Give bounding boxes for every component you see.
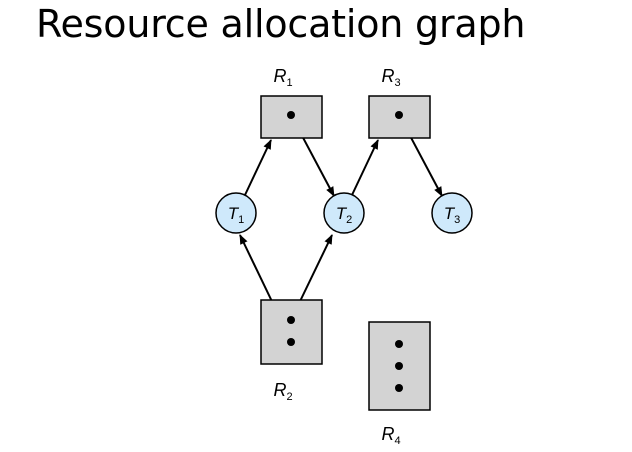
instance-dot (287, 338, 295, 346)
svg-text:T1: T1 (228, 204, 245, 226)
resource-label-r4: R4 (381, 424, 400, 447)
instance-dot (395, 362, 403, 370)
thread-t3: T3 (431, 192, 473, 234)
thread-t1: T1 (215, 192, 257, 234)
edge-t2-to-r3 (351, 139, 379, 196)
instance-dot (395, 340, 403, 348)
resource-r1 (260, 95, 323, 139)
thread-t2: T2 (323, 192, 365, 234)
svg-text:T3: T3 (444, 204, 461, 226)
page-title: Resource allocation graph (36, 2, 526, 46)
instance-dot (287, 111, 295, 119)
instance-dot (395, 111, 403, 119)
instance-dot (395, 384, 403, 392)
resource-label-r1: R1 (273, 66, 292, 89)
svg-text:T2: T2 (336, 204, 353, 226)
resource-r2 (260, 299, 323, 365)
instance-dot (287, 316, 295, 324)
resource-r3 (368, 95, 431, 139)
edge-t1-to-r1 (244, 139, 272, 196)
resource-label-r3: R3 (381, 66, 400, 89)
resource-r4 (368, 321, 431, 411)
resource-label-r2: R2 (273, 380, 292, 403)
